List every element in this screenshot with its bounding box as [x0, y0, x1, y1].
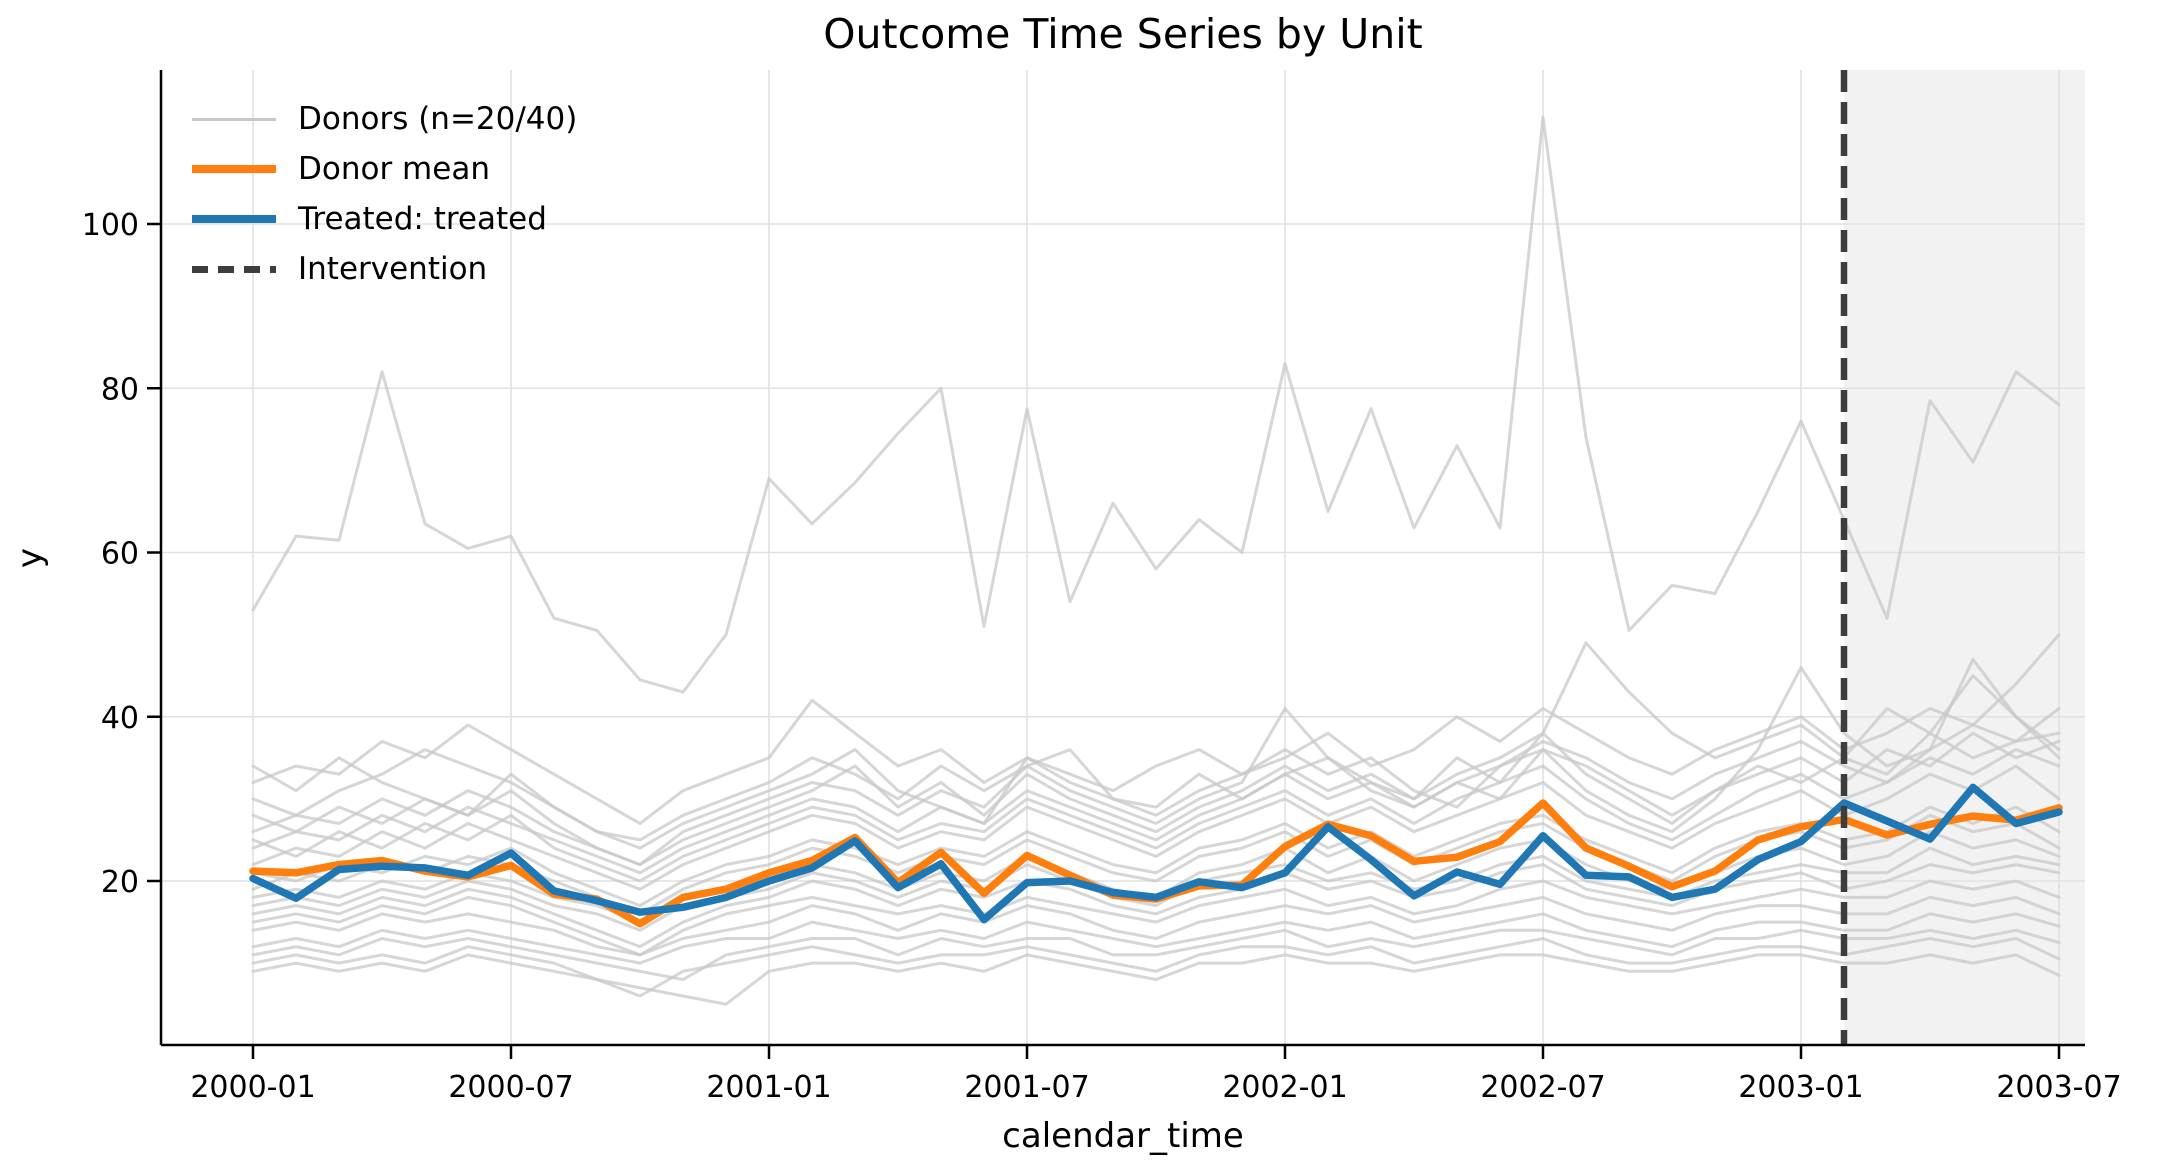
legend-label: Donor mean	[298, 151, 490, 187]
legend-item-donors: Donors (n=20/40)	[192, 94, 577, 144]
x-tick-label: 2003-07	[1996, 1070, 2121, 1105]
y-tick-label: 40	[101, 701, 139, 736]
donor-line	[251, 633, 2061, 825]
x-tick-label: 2000-01	[190, 1070, 315, 1105]
donor-line	[251, 937, 2061, 998]
legend-sample-intervention	[192, 265, 276, 273]
x-tick-label: 2001-01	[706, 1070, 831, 1105]
donor-line	[251, 707, 2061, 867]
donor-line	[251, 115, 2061, 694]
donor-line	[251, 657, 2061, 875]
donor-line	[251, 641, 2061, 867]
y-tick-label: 80	[101, 372, 139, 407]
donor-line	[251, 846, 2061, 932]
legend-sample-donors	[192, 117, 276, 121]
y-tick-label: 100	[82, 208, 139, 243]
legend-item-treated: Treated: treated	[192, 194, 577, 244]
donor-line	[251, 879, 2061, 957]
donor-line	[251, 895, 2061, 957]
legend-label: Intervention	[298, 251, 488, 287]
legend-item-donor_mean: Donor mean	[192, 144, 577, 194]
treated-line	[249, 783, 2063, 924]
legend-label: Donors (n=20/40)	[298, 101, 578, 137]
x-tick-label: 2002-01	[1222, 1070, 1347, 1105]
y-axis-label: y	[10, 547, 50, 569]
x-tick-label: 2003-01	[1738, 1070, 1863, 1105]
y-tick-label: 60	[101, 537, 139, 572]
donor-line	[251, 707, 2061, 842]
donor-line	[251, 953, 2061, 1006]
legend: Donors (n=20/40) Donor mean Treated: treat…	[192, 94, 577, 294]
donor-line	[251, 805, 2061, 908]
chart-title: Outcome Time Series by Unit	[823, 10, 1423, 58]
x-tick-label: 2000-07	[448, 1070, 573, 1105]
donor-line	[251, 912, 2061, 965]
donor-line	[251, 731, 2061, 850]
donor-line	[251, 764, 2061, 891]
legend-label: Treated: treated	[298, 201, 547, 237]
donor-line	[251, 748, 2061, 883]
legend-sample-donor_mean	[192, 165, 276, 173]
y-tick-label: 20	[101, 865, 139, 900]
x-axis-label: calendar_time	[1002, 1116, 1244, 1156]
x-tick-label: 2001-07	[964, 1070, 1089, 1105]
x-tick-label: 2002-07	[1480, 1070, 1605, 1105]
legend-item-intervention: Intervention	[192, 244, 577, 294]
donor-line	[251, 863, 2061, 949]
legend-sample-treated	[192, 215, 276, 223]
donor-line	[251, 928, 2061, 981]
